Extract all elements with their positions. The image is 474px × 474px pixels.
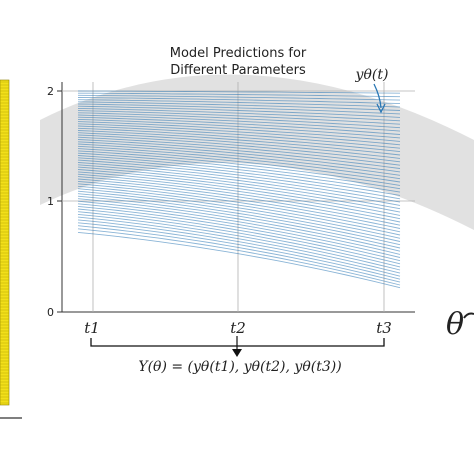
prediction-curve	[77, 222, 401, 280]
prediction-curve	[77, 159, 401, 200]
prediction-curve	[77, 180, 401, 229]
prediction-curve	[77, 169, 401, 213]
prediction-curve	[77, 152, 401, 190]
prediction-curve	[77, 225, 401, 283]
prediction-curve	[77, 127, 401, 153]
parameter-vector-formula: Y(θ) = (yθ(t1), yθ(t2), yθ(t3))	[138, 359, 341, 375]
theta-symbol: θ	[446, 307, 464, 342]
prediction-curve	[77, 105, 401, 118]
prediction-curve	[77, 231, 401, 289]
prediction-curve	[77, 125, 401, 149]
prediction-curve	[77, 195, 401, 249]
bracket-pointer-arrowhead	[232, 349, 242, 357]
prediction-curve	[77, 219, 401, 277]
prediction-curve	[77, 228, 401, 286]
prediction-curve	[77, 99, 401, 108]
chart-title-line-2: Different Parameters	[170, 63, 306, 78]
prediction-curve	[77, 112, 401, 129]
prediction-curve	[77, 121, 401, 142]
prediction-curve	[77, 118, 401, 139]
prediction-curve	[77, 203, 401, 258]
y-tick-label-2: 2	[47, 85, 54, 98]
prediction-curve	[77, 178, 401, 226]
prediction-curve	[77, 188, 401, 239]
prediction-curve	[77, 155, 401, 193]
yellow-side-bar	[0, 79, 10, 406]
prediction-curve	[77, 211, 401, 268]
prediction-curve	[77, 132, 401, 159]
prediction-curve	[77, 136, 401, 166]
prediction-curve	[77, 141, 401, 173]
prediction-curves	[77, 90, 401, 289]
prediction-curve	[77, 171, 401, 216]
prediction-curve	[77, 139, 401, 169]
theta-trailing-stroke	[463, 312, 474, 319]
prediction-curve	[77, 97, 401, 105]
prediction-curve	[77, 148, 401, 183]
curve-label: yθ(t)	[355, 67, 389, 83]
prediction-curve	[77, 166, 401, 210]
plot-axes	[61, 82, 415, 313]
prediction-curve	[77, 213, 401, 271]
prediction-curve	[77, 193, 401, 246]
prediction-curve	[77, 157, 401, 196]
prediction-curve	[77, 107, 401, 122]
prediction-curve	[77, 208, 401, 265]
prediction-curve	[77, 173, 401, 220]
yellow-bar-texture	[0, 81, 9, 404]
prediction-curve	[77, 90, 401, 94]
prediction-curve	[77, 103, 401, 115]
prediction-curve	[77, 198, 401, 252]
prediction-curve	[77, 123, 401, 146]
chart-title-line-1: Model Predictions for	[170, 46, 307, 61]
prediction-curve	[77, 145, 401, 180]
prediction-curve	[77, 114, 401, 132]
prediction-curve	[77, 164, 401, 206]
x-tick-label-t3: t3	[376, 319, 392, 337]
prediction-curve	[77, 162, 401, 203]
prediction-curve	[77, 205, 401, 262]
curve-label-arrowhead	[376, 103, 386, 114]
prediction-curve	[77, 110, 401, 125]
y-tick-label-0: 0	[47, 306, 54, 319]
prediction-curve	[77, 94, 401, 101]
prediction-curve	[77, 116, 401, 135]
prediction-curve	[77, 176, 401, 223]
prediction-curve	[77, 143, 401, 176]
prediction-curve	[77, 101, 401, 111]
prediction-curve	[77, 190, 401, 242]
curve-label-arrow	[373, 83, 382, 109]
x-tick-label-t2: t2	[230, 319, 246, 337]
prediction-curve	[77, 134, 401, 163]
prediction-curve	[77, 130, 401, 156]
y-tick-label-1: 1	[47, 195, 54, 208]
x-tick-label-t1: t1	[84, 319, 100, 337]
prediction-curve	[77, 183, 401, 233]
prediction-curve	[78, 92, 401, 98]
prediction-curve	[77, 200, 401, 255]
prediction-curve	[77, 216, 401, 274]
prediction-curve	[77, 185, 401, 236]
prediction-curve	[77, 150, 401, 186]
